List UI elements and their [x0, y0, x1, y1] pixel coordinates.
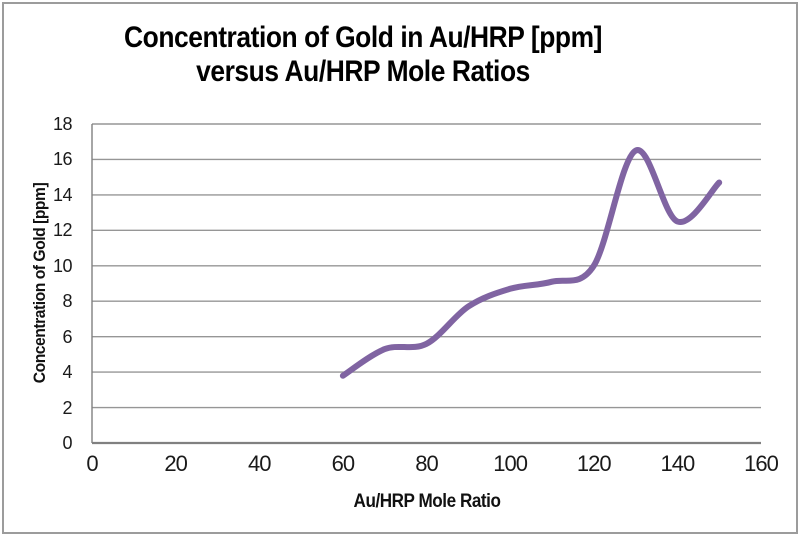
- x-tick-label: 80: [415, 451, 438, 476]
- x-tick-label: 100: [493, 451, 528, 476]
- y-tick-label: 14: [52, 184, 73, 205]
- x-tick-label: 40: [248, 451, 271, 476]
- y-tick-label: 0: [62, 433, 72, 453]
- y-tick-label: 18: [52, 114, 73, 134]
- y-tick-label: 4: [62, 362, 72, 383]
- x-tick-label: 140: [660, 451, 696, 476]
- y-tick-label: 8: [62, 291, 72, 312]
- chart-title: Concentration of Gold in Au/HRP [ppm] ve…: [44, 21, 683, 89]
- chart-title-line2: versus Au/HRP Mole Ratios: [196, 55, 530, 88]
- x-tick-label: 0: [86, 451, 98, 476]
- x-tick-label: 20: [164, 451, 187, 476]
- y-tick-label: 16: [52, 149, 73, 170]
- y-tick-label: 2: [62, 397, 72, 418]
- x-tick-label: 160: [744, 451, 779, 476]
- y-tick-label: 6: [62, 326, 72, 347]
- x-tick-label: 120: [576, 451, 612, 476]
- data-series-line: [339, 147, 723, 379]
- x-tick-label: 60: [331, 451, 355, 476]
- y-tick-label: 10: [52, 255, 73, 276]
- x-axis-title: Au/HRP Mole Ratio: [353, 491, 501, 512]
- y-tick-label: 12: [52, 220, 73, 241]
- chart-title-line1: Concentration of Gold in Au/HRP [ppm]: [124, 21, 602, 54]
